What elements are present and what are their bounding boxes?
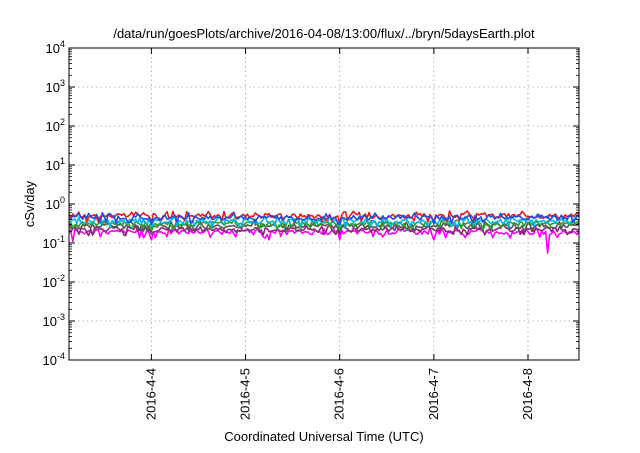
series-group	[68, 210, 580, 254]
y-tick-label: 101	[46, 156, 65, 173]
series-line	[68, 226, 580, 254]
y-tick-label: 10-4	[43, 351, 65, 368]
y-tick-label: 102	[46, 117, 65, 134]
grid-lines	[69, 48, 579, 360]
y-axis-label: cSv/day	[22, 180, 37, 227]
series-line	[68, 212, 580, 226]
x-tick-label: 2016-4-6	[332, 368, 347, 420]
y-tick-label: 10-1	[43, 234, 65, 251]
y-tick-label: 104	[46, 39, 65, 56]
x-tick-label: 2016-4-5	[238, 368, 253, 420]
y-tick-label: 10-3	[43, 312, 65, 329]
x-tick-label: 2016-4-4	[143, 368, 158, 420]
y-tick-label: 100	[46, 195, 65, 212]
y-tick-label: 10-2	[43, 273, 65, 290]
x-tick-label: 2016-4-7	[426, 368, 441, 420]
y-tick-label: 103	[46, 78, 65, 95]
axis-ticks: 10-4 10-3 10-2 10-1 100 101 102 103 104 2016-4-4 2…	[43, 39, 579, 420]
chart-title: /data/run/goesPlots/archive/2016-04-08/1…	[113, 26, 535, 41]
series-line	[68, 224, 580, 237]
x-tick-label: 2016-4-8	[520, 368, 535, 420]
x-axis-label: Coordinated Universal Time (UTC)	[224, 429, 423, 444]
series-line	[68, 218, 580, 231]
series-line	[68, 215, 580, 229]
